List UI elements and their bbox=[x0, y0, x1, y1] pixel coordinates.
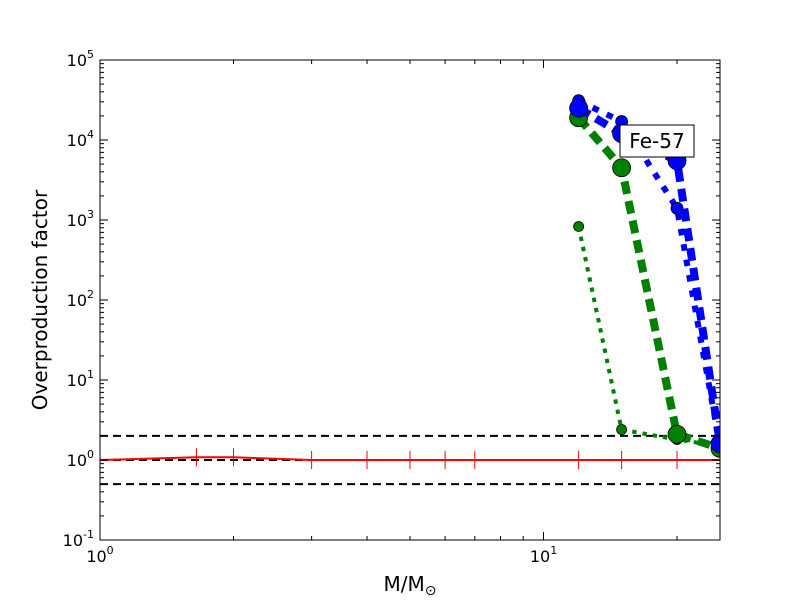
annotation-group: Fe-57 bbox=[619, 124, 695, 158]
series-line bbox=[576, 104, 720, 445]
y-tick-label: 105 bbox=[67, 48, 94, 70]
data-point bbox=[616, 424, 628, 435]
y-tick-label: 100 bbox=[67, 448, 94, 470]
series-line bbox=[100, 456, 720, 461]
y-tick-label: 102 bbox=[67, 288, 94, 310]
data-point bbox=[569, 98, 589, 118]
series-line bbox=[577, 98, 720, 447]
y-tick-label: 104 bbox=[67, 128, 94, 150]
x-tick-label: 101 bbox=[530, 544, 557, 566]
data-point bbox=[670, 201, 684, 215]
data-point bbox=[573, 221, 585, 232]
annotation-box bbox=[619, 124, 695, 158]
data-point bbox=[667, 424, 687, 444]
series-0 bbox=[100, 448, 720, 469]
y-tick-label: 10-1 bbox=[63, 528, 94, 550]
x-tick-label: 100 bbox=[86, 544, 113, 566]
series-line bbox=[576, 226, 720, 448]
data-point bbox=[612, 158, 632, 178]
y-tick-label: 101 bbox=[67, 368, 94, 390]
annotation-label: Fe-57 bbox=[629, 129, 684, 153]
y-axis-label: Overproduction factor bbox=[28, 189, 52, 410]
x-axis-label: M/M⊙ bbox=[384, 572, 437, 599]
y-tick-label: 103 bbox=[67, 208, 94, 230]
data-point bbox=[710, 434, 720, 454]
series-line bbox=[575, 115, 720, 453]
